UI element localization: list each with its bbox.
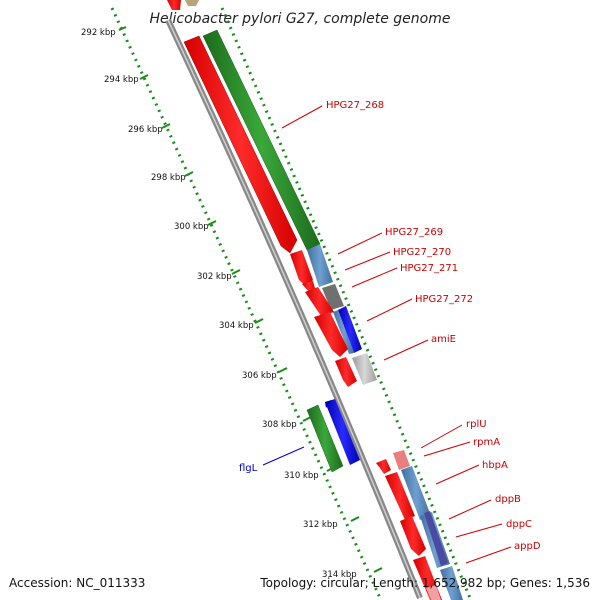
gene-red-mid-2 <box>314 312 348 357</box>
gene-flgl-green <box>306 404 344 473</box>
map-title: Helicobacter pylori G27, complete genome <box>150 11 451 27</box>
gene-hpg27-272-block <box>338 306 362 353</box>
gene-label: HPG27_269 <box>385 227 443 238</box>
gene-label: HPG27_271 <box>400 263 458 274</box>
gene-label: hbpA <box>482 460 508 471</box>
tick-label: 308 kbp <box>262 420 297 430</box>
gene-red-small-1 <box>290 250 313 287</box>
tick-label: 292 kbp <box>81 28 116 38</box>
gene-hbpa-block <box>401 466 431 520</box>
gene-appd-steel <box>440 566 463 600</box>
feature-top-tan <box>185 0 199 6</box>
gene-dppc-dark <box>424 511 448 566</box>
inner-dotted-ring <box>110 7 382 599</box>
gene-red-mid-3 <box>335 357 357 387</box>
tick-label: 310 kbp <box>284 471 319 481</box>
outer-dotted-ring <box>220 7 472 599</box>
tick-label: 314 kbp <box>322 570 357 580</box>
gene-label: dppC <box>506 519 532 530</box>
gene-label: appD <box>514 541 541 552</box>
feature-top-red <box>167 0 181 10</box>
tick-labels: 292 kbp 294 kbp 296 kbp 298 kbp 300 kbp … <box>81 28 357 580</box>
gene-hpg27-270-block <box>322 284 344 310</box>
gene-label: rplU <box>466 419 487 430</box>
gene-label: flgL <box>239 463 258 474</box>
gene-label: dppB <box>495 494 521 505</box>
tick-label: 296 kbp <box>128 125 163 135</box>
gene-label: amiE <box>431 334 456 345</box>
tick-label: 300 kbp <box>174 222 209 232</box>
gene-label: HPG27_270 <box>393 247 451 258</box>
accession-text: Accession: NC_011333 <box>9 576 145 590</box>
gene-label: rpmA <box>473 437 500 448</box>
gene-label: HPG27_268 <box>326 100 384 111</box>
flgl-leader-line <box>262 446 305 466</box>
tick-label: 302 kbp <box>197 272 232 282</box>
tick-label: 298 kbp <box>151 173 186 183</box>
gene-label: HPG27_272 <box>415 294 473 305</box>
gene-rplu-block <box>393 450 410 470</box>
gene-amie-block <box>352 353 377 385</box>
tick-label: 312 kbp <box>303 520 338 530</box>
gene-flgl-blue-tip <box>325 400 332 408</box>
gene-steel-272 <box>333 310 354 354</box>
tick-label: 304 kbp <box>219 321 254 331</box>
gene-bottom-pink <box>426 585 441 600</box>
tick-label: 306 kbp <box>242 371 277 381</box>
leader-lines <box>281 105 512 564</box>
tick-label: 294 kbp <box>104 75 139 85</box>
genome-backbone-highlight <box>167 19 421 599</box>
gene-labels: HPG27_268 HPG27_269 HPG27_270 HPG27_271 … <box>239 100 541 552</box>
genome-summary-text: Topology: circular; Length: 1,652,982 bp… <box>259 576 590 590</box>
gene-red-low-1 <box>385 472 415 520</box>
gene-flgl-blue <box>325 399 360 465</box>
gene-red-mid-1 <box>305 287 334 316</box>
gene-red-main-arrow <box>183 35 298 254</box>
gene-dppb-arrow <box>400 516 426 556</box>
gene-rpma-arrow <box>376 459 391 474</box>
gene-hpg27-269-block <box>307 244 333 287</box>
